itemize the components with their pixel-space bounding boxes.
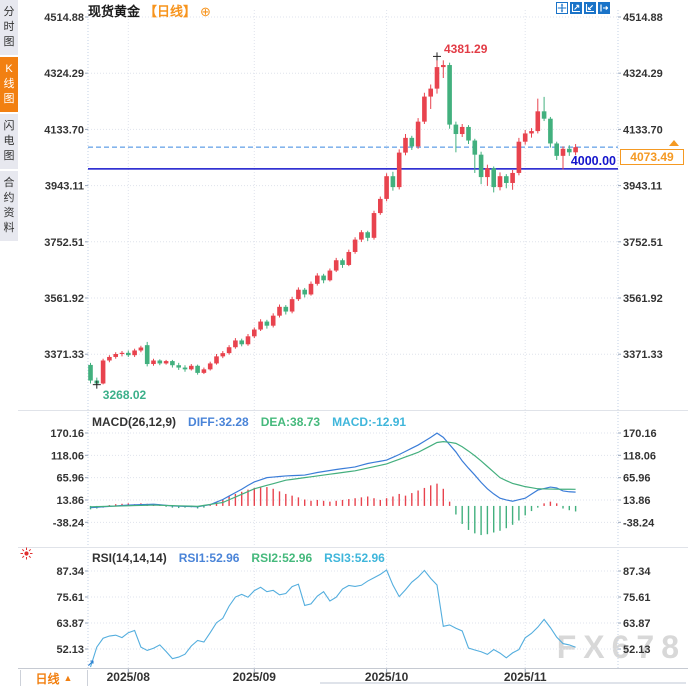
svg-text:75.61: 75.61: [56, 592, 84, 604]
grid: [18, 10, 688, 684]
svg-text:118.06: 118.06: [623, 450, 656, 462]
svg-text:63.87: 63.87: [623, 618, 651, 630]
svg-text:2025/08: 2025/08: [107, 670, 151, 684]
zoom-out-chart-icon[interactable]: [584, 2, 596, 14]
svg-text:4133.70: 4133.70: [44, 124, 84, 136]
crosshair-icon[interactable]: [556, 2, 568, 14]
sidebar-tab-1[interactable]: 分时图: [0, 0, 18, 55]
svg-text:-38.24: -38.24: [623, 517, 655, 529]
svg-text:4514.88: 4514.88: [44, 12, 84, 24]
low-price-annotation: 3268.02: [102, 387, 147, 402]
pan-right-icon[interactable]: [598, 2, 610, 14]
svg-text:13.86: 13.86: [56, 495, 84, 507]
period-tag: 【日线】: [144, 4, 197, 19]
macd-legend: MACD(26,12,9) DIFF:32.28 DEA:38.73 MACD:-12…: [92, 415, 406, 429]
period-selector[interactable]: 日线 ▲: [20, 670, 88, 686]
svg-text:13.86: 13.86: [623, 495, 651, 507]
svg-text:3561.92: 3561.92: [44, 293, 84, 305]
candles: [88, 56, 578, 385]
svg-text:3943.11: 3943.11: [45, 181, 84, 193]
svg-text:65.96: 65.96: [56, 473, 84, 485]
last-price-tag: 4073.49: [620, 149, 684, 166]
rsi-legend: RSI(14,14,14) RSI1:52.96 RSI2:52.96 RSI3:52…: [92, 551, 385, 565]
panel-resize-icon[interactable]: ↗: [87, 658, 95, 668]
svg-text:87.34: 87.34: [623, 566, 651, 578]
svg-text:2025/09: 2025/09: [233, 670, 277, 684]
svg-text:3752.51: 3752.51: [623, 237, 663, 249]
axis-labels: 4514.88 4514.88 4324.29 4324.29 4133.70 4133.…: [44, 12, 663, 684]
high-price-annotation: 4381.29: [444, 42, 488, 57]
add-indicator-icon[interactable]: ⊕: [200, 4, 211, 19]
chart-title: 现货黄金 【日线】 ⊕: [88, 1, 211, 20]
zoom-in-chart-icon[interactable]: [570, 2, 582, 14]
svg-text:4324.29: 4324.29: [44, 68, 84, 80]
dropdown-arrow-icon: ▲: [63, 673, 73, 683]
macd-plot: [89, 432, 577, 536]
svg-text:3561.92: 3561.92: [623, 293, 663, 305]
chart-toolbar: [556, 2, 610, 14]
sidebar: 分时图 K线图闪电图合约资料: [0, 0, 18, 243]
rsi2-value: RSI2:52.96: [251, 551, 313, 565]
svg-text:4324.29: 4324.29: [623, 68, 663, 80]
sidebar-tab-2[interactable]: K线图: [0, 57, 18, 112]
svg-text:52.13: 52.13: [56, 644, 84, 656]
macd-diff-value: DIFF:32.28: [188, 415, 249, 429]
hline-4000-label: 4000.00: [570, 153, 616, 168]
svg-text:2025/10: 2025/10: [365, 670, 409, 684]
svg-text:87.34: 87.34: [56, 566, 84, 578]
rsi-plot: [89, 569, 576, 668]
svg-text:118.06: 118.06: [51, 450, 84, 462]
svg-text:3752.51: 3752.51: [44, 237, 84, 249]
symbol-name: 现货黄金: [88, 4, 141, 19]
sidebar-tab-4[interactable]: 合约资料: [0, 171, 18, 241]
macd-hist-value: MACD:-12.91: [332, 415, 407, 429]
svg-text:3943.11: 3943.11: [623, 181, 662, 193]
svg-text:3371.33: 3371.33: [623, 349, 663, 361]
svg-text:-38.24: -38.24: [53, 517, 85, 529]
macd-title: MACD(26,12,9): [92, 415, 177, 429]
svg-text:170.16: 170.16: [50, 428, 84, 440]
svg-text:4133.70: 4133.70: [623, 124, 663, 136]
indicator-settings-icon[interactable]: [20, 547, 33, 560]
svg-text:3371.33: 3371.33: [44, 349, 84, 361]
rsi3-value: RSI3:52.96: [324, 551, 385, 565]
reference-lines: [88, 146, 618, 170]
macd-dea-value: DEA:38.73: [260, 415, 321, 429]
price-up-arrow-icon: [669, 140, 679, 147]
svg-text:170.16: 170.16: [623, 428, 657, 440]
rsi-title: RSI(14,14,14): [92, 551, 167, 565]
svg-text:2025/11: 2025/11: [504, 670, 547, 684]
extreme-markers: [92, 52, 441, 389]
svg-text:52.13: 52.13: [623, 644, 651, 656]
period-selector-label: 日线: [35, 671, 60, 686]
svg-text:75.61: 75.61: [623, 592, 651, 604]
rsi1-value: RSI1:52.96: [178, 551, 240, 565]
svg-text:4514.88: 4514.88: [623, 12, 663, 24]
svg-text:63.87: 63.87: [56, 618, 84, 630]
svg-text:65.96: 65.96: [623, 473, 651, 485]
sidebar-tab-3[interactable]: 闪电图: [0, 114, 18, 169]
